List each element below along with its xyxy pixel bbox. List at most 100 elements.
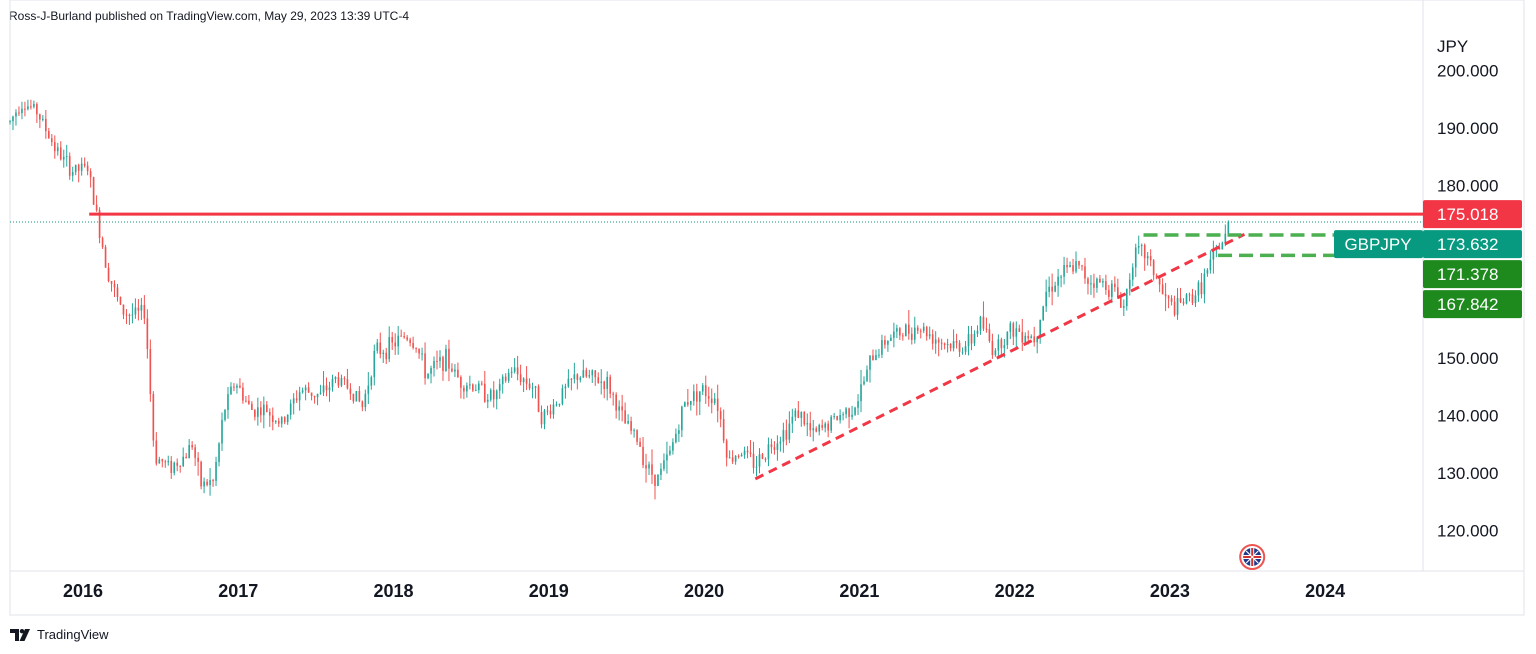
candle-down — [89, 171, 92, 178]
price-tag-value: 171.378 — [1437, 265, 1498, 284]
candle-down — [1119, 297, 1122, 308]
candle-up — [961, 351, 964, 353]
candle-down — [1188, 294, 1191, 296]
candle-down — [1170, 298, 1173, 302]
candle-down — [483, 383, 486, 402]
candle-up — [791, 416, 794, 424]
candle-down — [1155, 275, 1158, 279]
candle-up — [21, 108, 23, 114]
candle-up — [669, 450, 671, 455]
candle-up — [857, 401, 859, 408]
candle-down — [1051, 286, 1053, 292]
flag-diag-2 — [1245, 550, 1259, 564]
time-tick-label: 2018 — [374, 581, 414, 601]
candle-down — [991, 340, 994, 356]
candle-up — [1134, 247, 1137, 268]
candle-up — [1102, 281, 1104, 283]
candle-down — [982, 316, 985, 329]
candle-up — [466, 385, 468, 392]
rising-trendline-line[interactable] — [754, 232, 1246, 481]
candle-up — [740, 454, 743, 457]
candle-up — [1128, 279, 1131, 289]
candle-up — [1015, 328, 1018, 337]
candle-down — [346, 379, 349, 389]
candle-down — [307, 387, 310, 393]
candle-down — [394, 342, 397, 347]
candle-up — [203, 481, 205, 487]
candle-down — [746, 450, 749, 453]
candle-down — [621, 406, 623, 411]
candle-down — [1152, 260, 1155, 276]
candle-down — [1200, 282, 1203, 295]
candle-up — [292, 398, 295, 404]
candle-up — [373, 350, 376, 378]
candle-up — [543, 410, 546, 425]
candle-down — [519, 374, 522, 383]
candle-down — [612, 393, 615, 395]
candle-up — [1006, 331, 1009, 346]
candle-down — [546, 410, 549, 412]
candle-up — [319, 392, 322, 394]
candle-up — [262, 404, 265, 416]
candle-down — [200, 461, 202, 487]
candle-up — [298, 392, 301, 401]
candle-down — [98, 210, 101, 238]
candle-up — [522, 378, 525, 383]
candle-up — [534, 386, 537, 388]
time-axis[interactable]: 2016 2017 2018 2019 2020 2021 2022 2023 2024 — [63, 581, 1345, 601]
price-axis[interactable]: JPY120.000130.000140.000150.000160.00017… — [1437, 37, 1498, 541]
candle-down — [313, 395, 316, 398]
candle-down — [119, 296, 122, 305]
event-marker[interactable] — [1239, 544, 1266, 570]
candle-down — [451, 368, 453, 372]
candle-down — [1033, 336, 1036, 343]
candle-down — [400, 335, 402, 337]
candle-down — [30, 106, 32, 108]
candle-up — [675, 433, 677, 443]
candle-down — [492, 389, 495, 400]
candle-up — [495, 390, 498, 400]
candle-up — [567, 378, 570, 387]
footer-brand-label: TradingView — [37, 627, 109, 642]
price-tick-label: 150.000 — [1437, 349, 1498, 368]
candle-up — [1042, 306, 1044, 320]
symbol-tag[interactable] — [1334, 230, 1423, 259]
candle-down — [110, 281, 113, 284]
candle-down — [95, 204, 98, 211]
candle-up — [286, 414, 289, 423]
candle-down — [472, 384, 474, 391]
candle-down — [654, 474, 656, 487]
candle-up — [1221, 242, 1224, 250]
candle-up — [994, 350, 997, 356]
candle-up — [887, 340, 889, 345]
candle-up — [1030, 336, 1033, 339]
candle-up — [922, 326, 925, 331]
uk-flag-icon[interactable] — [1239, 544, 1266, 570]
candle-down — [594, 370, 597, 378]
time-tick-label: 2021 — [839, 581, 879, 601]
candle-up — [334, 377, 337, 379]
candle-down — [731, 457, 734, 462]
candle-down — [45, 118, 47, 132]
candle-up — [606, 376, 609, 389]
candle-down — [50, 138, 53, 143]
price-tag-value: 175.018 — [1437, 205, 1498, 224]
price-tag — [1423, 290, 1522, 319]
candle-up — [600, 381, 603, 383]
candle-down — [1179, 298, 1182, 303]
candle-down — [424, 353, 426, 379]
candle-down — [528, 383, 531, 389]
candle-down — [585, 370, 588, 377]
footer-brand[interactable]: TradingView — [10, 627, 109, 642]
candle-up — [158, 459, 161, 464]
candle-up — [1060, 276, 1062, 278]
candle-up — [1131, 267, 1134, 280]
candle-down — [630, 421, 632, 431]
candle-up — [1039, 319, 1042, 338]
candle-down — [603, 381, 606, 389]
candle-down — [436, 361, 438, 363]
candle-up — [289, 403, 292, 415]
candle-up — [818, 425, 821, 432]
candle-down — [68, 156, 71, 176]
